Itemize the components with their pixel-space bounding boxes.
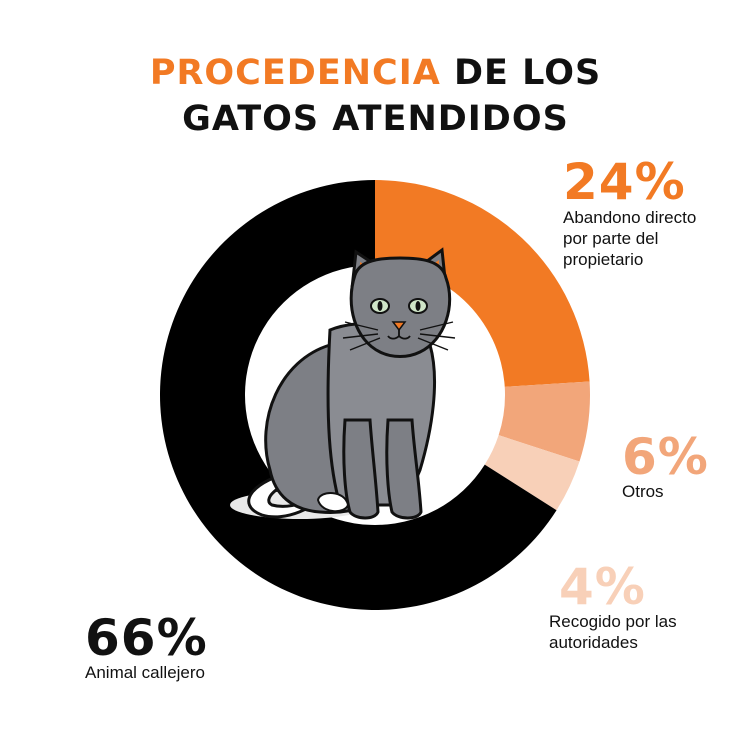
- value-label-otros: 6%: [622, 428, 709, 486]
- desc-line: propietario: [563, 250, 644, 269]
- value-label-recogido: 4%: [559, 558, 646, 616]
- value-label-callejero: 66%: [85, 609, 208, 667]
- desc-callejero: Animal callejero: [85, 662, 205, 683]
- title-line-1: PROCEDENCIA DE LOS: [0, 50, 751, 96]
- desc-line: Animal callejero: [85, 663, 205, 682]
- title-line-2: GATOS ATENDIDOS: [182, 99, 569, 139]
- value-label-abandono: 24%: [563, 153, 686, 211]
- desc-recogido: Recogido por las autoridades: [549, 611, 677, 653]
- desc-line: por parte del: [563, 229, 659, 248]
- desc-abandono: Abandono directo por parte del propietar…: [563, 207, 696, 270]
- chart-title: PROCEDENCIA DE LOS GATOS ATENDIDOS: [0, 50, 751, 142]
- donut-slice-0: [375, 180, 590, 387]
- title-accent-word: PROCEDENCIA: [149, 53, 441, 93]
- desc-line: Abandono directo: [563, 208, 697, 227]
- gray-cat-icon: [230, 247, 456, 520]
- title-line-1-rest: DE LOS: [440, 53, 602, 93]
- donut-slice-1: [498, 381, 590, 462]
- desc-otros: Otros: [622, 481, 664, 502]
- desc-line: autoridades: [549, 633, 638, 652]
- donut-slice-2: [484, 435, 580, 511]
- desc-line: Recogido por las: [549, 612, 677, 631]
- desc-line: Otros: [622, 482, 664, 501]
